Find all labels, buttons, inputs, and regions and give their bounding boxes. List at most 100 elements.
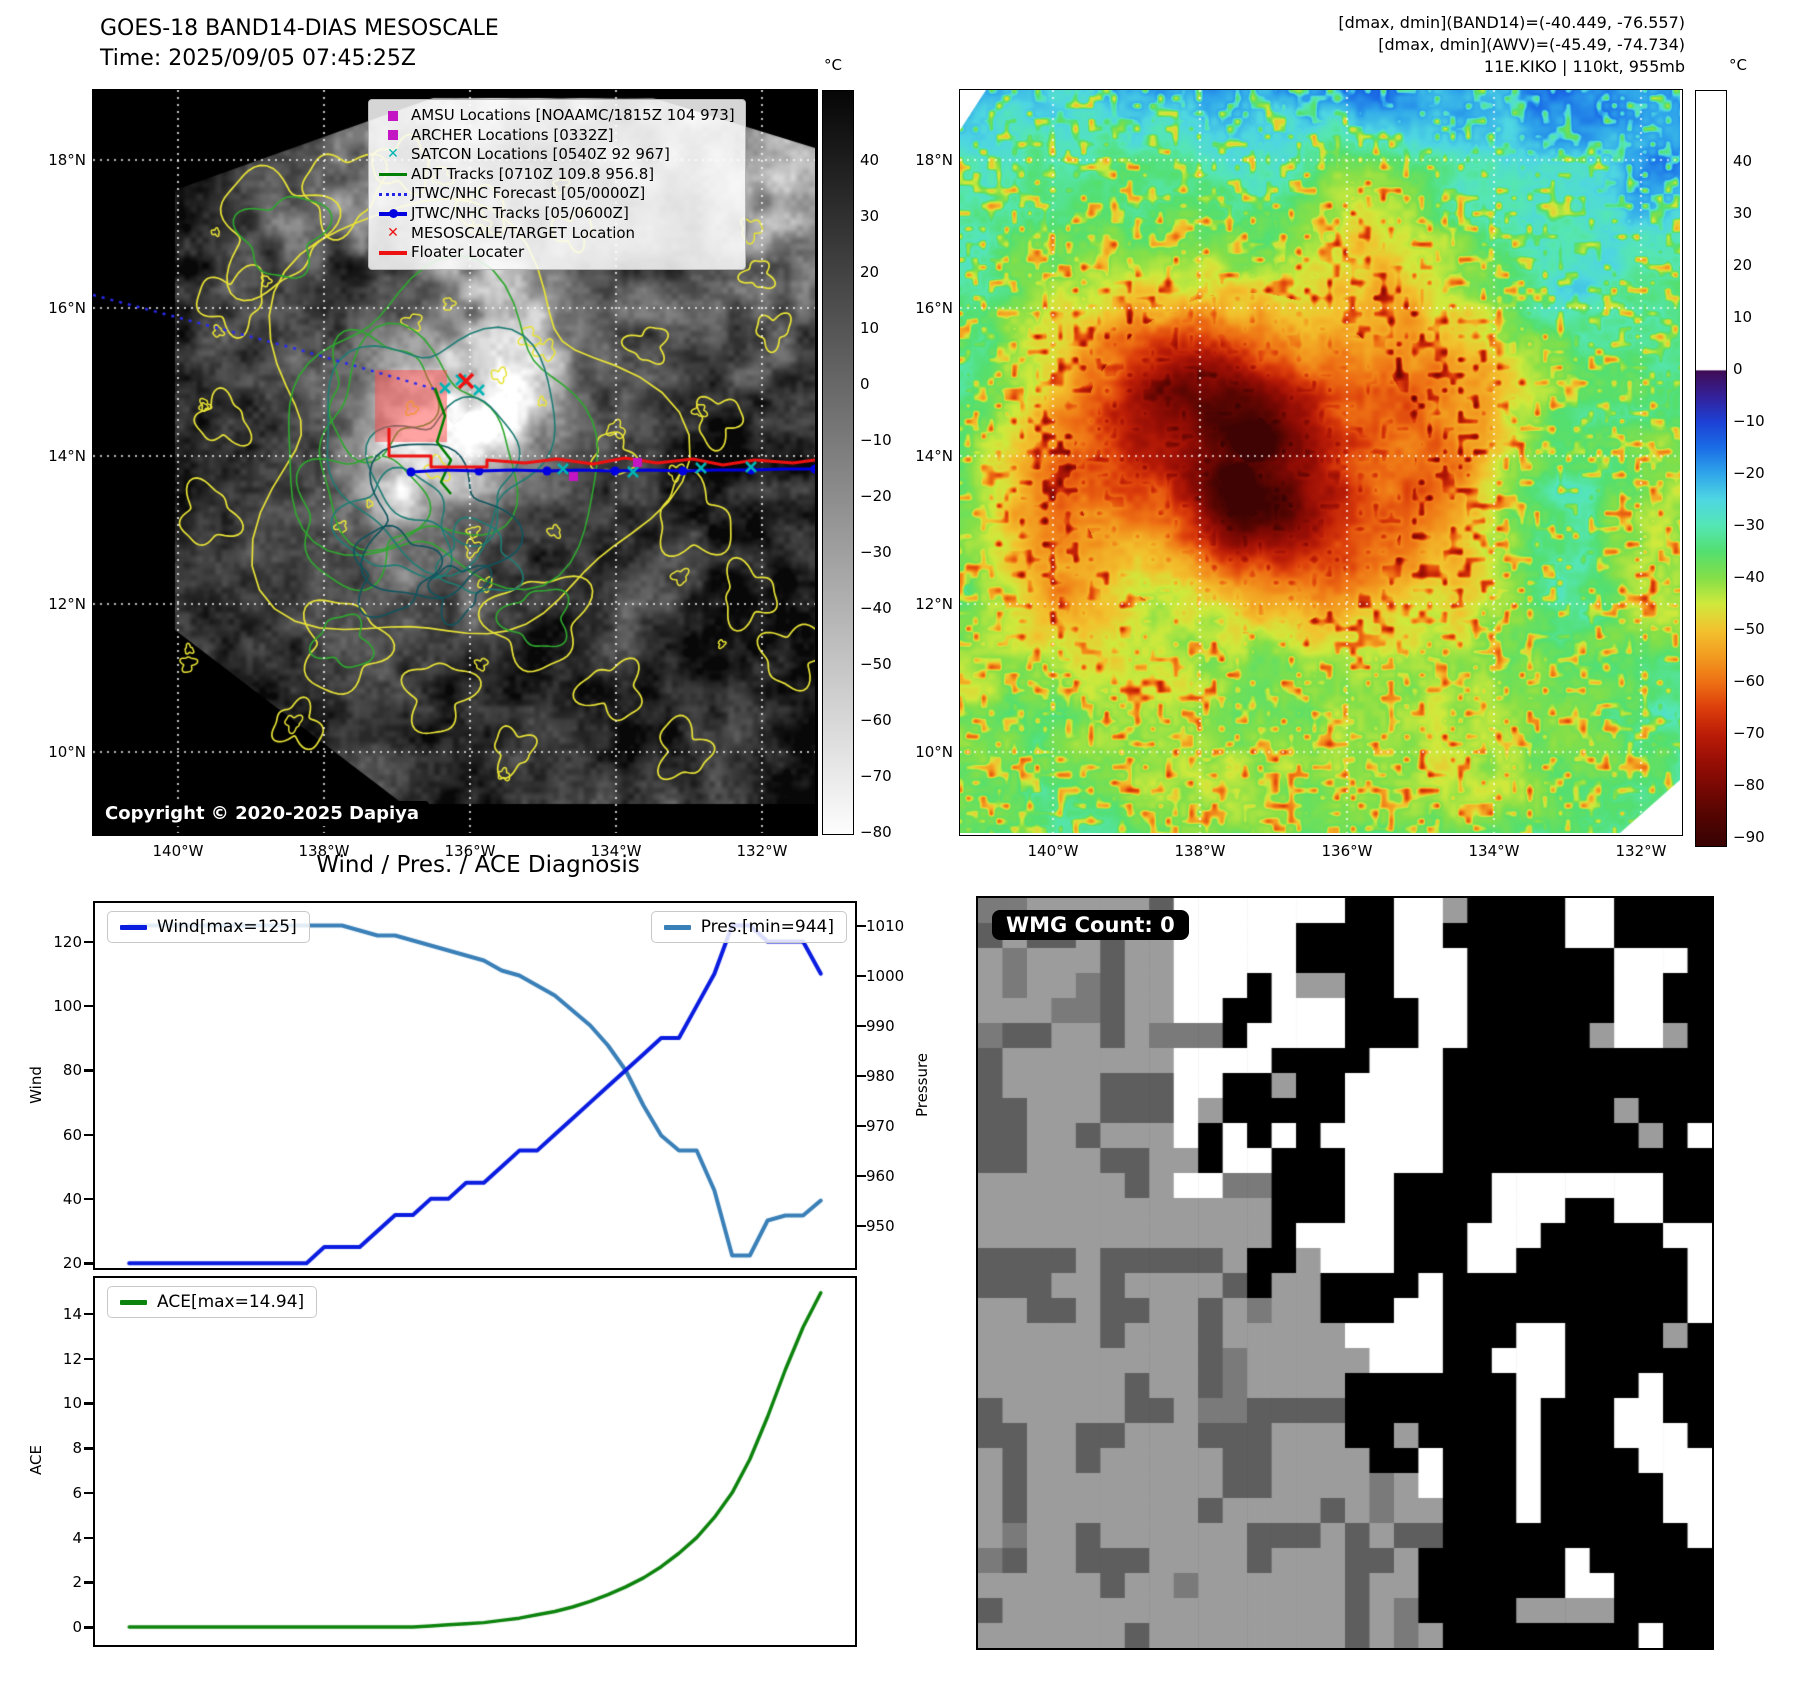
band14-colorbar-tick: 40 [860, 151, 880, 169]
line-dot-marker-icon [375, 209, 411, 219]
awv-colorbar-tick: −30 [1733, 516, 1765, 534]
legend-row: ✕ SATCON Locations [0540Z 92 967] [375, 145, 735, 165]
x-marker-icon: ✕ [387, 224, 399, 241]
wind-axis-tickmark [84, 1197, 93, 1201]
ace-plot [93, 1276, 857, 1647]
ace-axis-tick: 14 [62, 1304, 82, 1323]
ace-axis-tickmark [84, 1626, 93, 1629]
legend-label: ARCHER Locations [0332Z] [411, 125, 614, 144]
band14-lat-tick: 10°N [48, 743, 86, 761]
band14-colorbar-tick: 0 [860, 375, 870, 393]
wmg-canvas [978, 898, 1712, 1648]
wind-axis-tick: 40 [62, 1189, 82, 1208]
ace-axis-tick: 2 [72, 1573, 82, 1592]
awv-colorbar-tick: −70 [1733, 724, 1765, 742]
square-marker-icon [375, 110, 411, 121]
pressure-axis-tickmark [857, 1224, 866, 1227]
band14-lat-tick: 18°N [48, 151, 86, 169]
dotted-marker-icon [375, 192, 411, 196]
pressure-axis-tick: 950 [866, 1216, 895, 1235]
ace-legend-label: ACE[max=14.94] [157, 1292, 305, 1312]
band14-colorbar-tick: −50 [860, 655, 892, 673]
band14-lat-tick: 12°N [48, 595, 86, 613]
awv-lat-tick: 16°N [915, 299, 953, 317]
legend-label: MESOSCALE/TARGET Location [411, 223, 636, 242]
wind-axis-tick: 100 [53, 996, 82, 1015]
band14-lat-tick: 14°N [48, 447, 86, 465]
awv-colorbar-unit: °C [1729, 56, 1747, 74]
legend-label: JTWC/NHC Forecast [05/0000Z] [411, 184, 646, 203]
pressure-axis-tickmark [857, 924, 866, 927]
wind-axis-tickmark [84, 940, 93, 944]
band14-lon-tick: 132°W [736, 842, 788, 860]
line-marker-icon [375, 172, 411, 177]
ace-legend: ACE[max=14.94] [107, 1286, 318, 1318]
band14-colorbar-tick: 10 [860, 319, 880, 337]
awv-colorbar-tick: −50 [1733, 620, 1765, 638]
wind-axis-tick: 80 [62, 1061, 82, 1080]
awv-colorbar-tick: −80 [1733, 776, 1765, 794]
pressure-axis-tickmark [857, 974, 866, 977]
legend-row: ARCHER Locations [0332Z] [375, 126, 735, 146]
pressure-axis-tick: 990 [866, 1016, 895, 1035]
awv-colorbar-tick: 0 [1733, 360, 1743, 378]
awv-colorbar-tick: 30 [1733, 204, 1753, 222]
ace-axis-tickmark [84, 1581, 93, 1584]
awv-colorbar-tick: −10 [1733, 412, 1765, 430]
wind-axis-tick: 20 [62, 1254, 82, 1273]
band14-lon-tick: 138°W [298, 842, 350, 860]
band14-colorbar-tick: −10 [860, 431, 892, 449]
band14-colorbar [822, 90, 854, 835]
x-marker-icon: ✕ [387, 146, 399, 163]
line-marker-icon [375, 251, 411, 255]
ace-legend-swatch [120, 1299, 147, 1305]
dmax-dmin-awv: [dmax, dmin](AWV)=(-45.49, -74.734) [1378, 35, 1685, 54]
ace-axis-tickmark [84, 1357, 93, 1361]
wind-legend-label: Wind[max=125] [157, 917, 297, 937]
wind-axis-tick: 60 [62, 1125, 82, 1144]
legend-row: Floater Locater [375, 243, 735, 263]
awv-lon-tick: 140°W [1027, 842, 1079, 860]
ace-canvas [95, 1278, 855, 1645]
awv-lat-tick: 10°N [915, 743, 953, 761]
awv-colorbar-tick: 20 [1733, 256, 1753, 274]
awv-lat-tick: 12°N [915, 595, 953, 613]
wmg-count-label: WMG Count: 0 [992, 910, 1189, 940]
pressure-axis-tickmark [857, 1174, 866, 1177]
copyright-label: Copyright © 2020-2025 Dapiya [95, 801, 430, 826]
pres-legend-swatch [663, 924, 691, 930]
legend-label: JTWC/NHC Tracks [05/0600Z] [411, 203, 629, 222]
legend-row: AMSU Locations [NOAAMC/1815Z 104 973] [375, 106, 735, 126]
band14-colorbar-unit: °C [824, 56, 842, 74]
awv-lat-tick: 18°N [915, 151, 953, 169]
wind-legend: Wind[max=125] [107, 911, 310, 943]
wind-axis-tickmark [84, 1133, 93, 1137]
awv-lon-tick: 136°W [1321, 842, 1373, 860]
legend-row: JTWC/NHC Tracks [05/0600Z] [375, 204, 735, 224]
band14-colorbar-tick: −80 [860, 823, 892, 841]
pressure-axis-label: Pressure [913, 1052, 931, 1118]
pressure-axis-tick: 1010 [866, 916, 905, 935]
pres-legend: Pres.[min=944] [650, 911, 847, 943]
pressure-axis-tick: 1000 [866, 966, 905, 985]
wind-axis-tickmark [84, 1004, 93, 1008]
pressure-axis-tick: 970 [866, 1116, 895, 1135]
ace-axis-tick: 6 [72, 1483, 82, 1502]
band14-colorbar-tick: −40 [860, 599, 892, 617]
awv-lon-tick: 134°W [1468, 842, 1520, 860]
wind-pres-canvas [95, 903, 855, 1268]
band14-map-legend: AMSU Locations [NOAAMC/1815Z 104 973] ARC… [368, 99, 746, 270]
wind-axis-tickmark [84, 1262, 93, 1265]
awv-colorbar-tick: −90 [1733, 828, 1765, 846]
band14-colorbar-tick: −60 [860, 711, 892, 729]
band14-colorbar-tick: −70 [860, 767, 892, 785]
wind-pres-plot [93, 901, 857, 1270]
band14-colorbar-tick: −20 [860, 487, 892, 505]
wmg-panel: WMG Count: 0 [976, 896, 1714, 1650]
legend-label: ADT Tracks [0710Z 109.8 956.8] [411, 164, 655, 183]
band14-lon-tick: 140°W [152, 842, 204, 860]
ace-axis-tick: 4 [72, 1528, 82, 1547]
legend-label: Floater Locater [411, 243, 525, 262]
storm-id-intensity: 11E.KIKO | 110kt, 955mb [1483, 57, 1685, 76]
